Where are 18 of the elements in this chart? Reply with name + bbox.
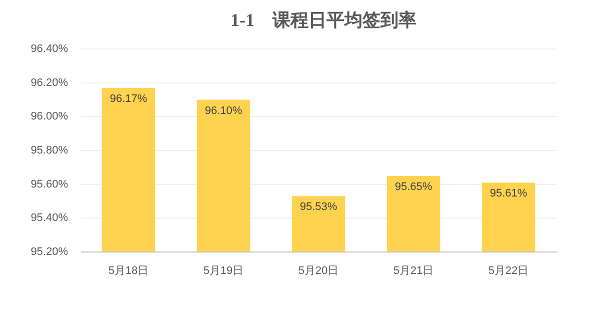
x-tick-label: 5月22日 xyxy=(488,265,529,277)
y-tick-label: 96.00% xyxy=(30,110,68,123)
y-tick-label: 95.80% xyxy=(30,144,68,156)
y-tick-label: 96.40% xyxy=(30,43,68,55)
y-tick-label: 95.60% xyxy=(30,178,68,190)
chart-title: 1-1 课程日平均签到率 xyxy=(230,10,416,30)
data-label: 95.53% xyxy=(300,201,338,214)
x-tick-label: 5月19日 xyxy=(203,265,244,277)
data-label: 95.61% xyxy=(490,188,528,200)
y-tick-label: 95.40% xyxy=(30,212,68,224)
y-tick-label: 95.20% xyxy=(30,246,68,258)
data-label: 96.10% xyxy=(204,104,242,117)
data-label: 96.17% xyxy=(110,92,148,105)
x-tick-label: 5月18日 xyxy=(108,265,149,277)
x-tick-label: 5月20日 xyxy=(298,265,339,277)
y-tick-label: 96.20% xyxy=(30,76,68,89)
data-label: 95.65% xyxy=(394,180,432,193)
x-tick-label: 5月21日 xyxy=(393,265,434,277)
